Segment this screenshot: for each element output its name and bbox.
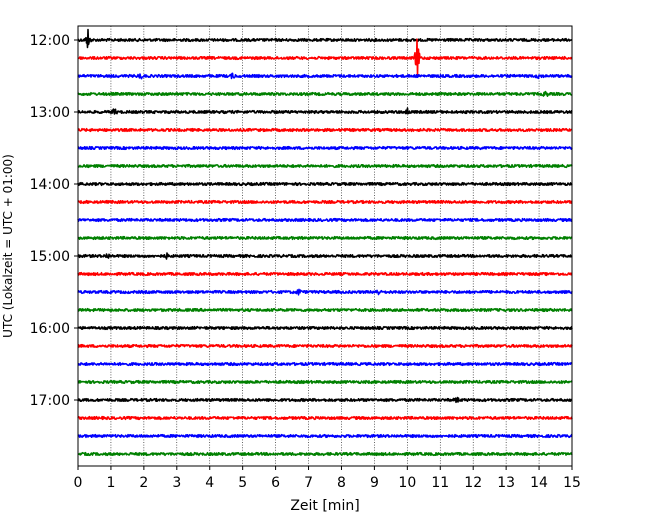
x-tick-label: 10 xyxy=(398,475,416,491)
x-tick-label: 2 xyxy=(139,475,148,491)
trace-layer xyxy=(77,28,573,457)
x-tick-label: 9 xyxy=(370,475,379,491)
y-tick-label: 13:00 xyxy=(30,105,70,121)
x-axis-label: Zeit [min] xyxy=(290,498,359,514)
trace-1730 xyxy=(77,433,573,439)
x-axis-ticks: 0 1 2 3 4 5 6 7 8 9 10 11 12 13 14 15 xyxy=(74,466,581,491)
plot-frame xyxy=(77,25,573,467)
trace-1715 xyxy=(77,415,573,421)
x-tick-label: 1 xyxy=(106,475,115,491)
trace-1445 xyxy=(77,235,573,241)
x-tick-label: 11 xyxy=(431,475,449,491)
x-tick-label: 4 xyxy=(205,475,214,491)
trace-1415 xyxy=(77,199,573,205)
trace-1600 xyxy=(77,325,573,331)
x-tick-label: 8 xyxy=(337,475,346,491)
y-tick-label: 15:00 xyxy=(30,249,70,265)
trace-1400 xyxy=(77,181,573,187)
trace-1215 xyxy=(77,38,573,76)
y-axis-label: UTC (Lokalzeit = UTC + 01:00) xyxy=(1,154,15,338)
trace-1315 xyxy=(77,127,573,133)
y-tick-label: 12:00 xyxy=(30,33,70,49)
trace-1530 xyxy=(77,288,573,296)
x-tick-label: 7 xyxy=(304,475,313,491)
trace-1545 xyxy=(77,307,573,313)
x-tick-label: 0 xyxy=(74,475,83,491)
trace-1515 xyxy=(77,271,573,277)
trace-1700 xyxy=(77,396,573,404)
trace-1230 xyxy=(77,72,573,80)
trace-1345 xyxy=(77,163,573,169)
x-tick-label: 14 xyxy=(530,475,548,491)
x-tick-label: 12 xyxy=(464,475,482,491)
trace-1200 xyxy=(77,28,573,49)
x-tick-label: 13 xyxy=(497,475,515,491)
x-tick-label: 6 xyxy=(271,475,280,491)
grid-lines xyxy=(110,26,540,466)
trace-1430 xyxy=(77,217,573,223)
x-tick-label: 15 xyxy=(563,475,581,491)
y-tick-label: 17:00 xyxy=(30,393,70,409)
trace-1300 xyxy=(77,107,573,115)
y-tick-label: 14:00 xyxy=(30,177,70,193)
trace-1630 xyxy=(77,361,573,367)
trace-1245 xyxy=(77,90,573,97)
x-tick-label: 3 xyxy=(172,475,181,491)
y-axis-ticks: 12:00 13:00 14:00 15:00 16:00 17:00 xyxy=(30,33,78,409)
trace-1645 xyxy=(77,379,573,385)
trace-1330 xyxy=(77,145,573,151)
x-tick-label: 5 xyxy=(238,475,247,491)
trace-1615 xyxy=(77,343,573,349)
trace-1745 xyxy=(77,451,573,457)
y-tick-label: 16:00 xyxy=(30,321,70,337)
trace-1500 xyxy=(77,252,573,260)
